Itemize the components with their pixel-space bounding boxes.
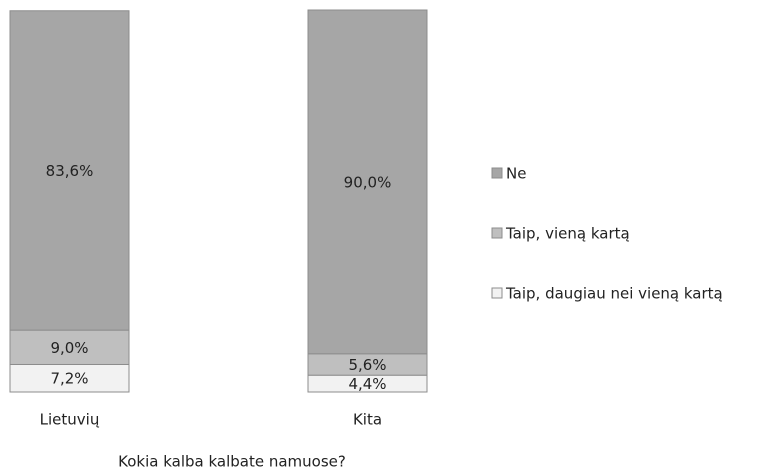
legend-label: Taip, vieną kartą bbox=[505, 225, 630, 243]
bar-segment bbox=[9, 329, 130, 365]
data-label: 90,0% bbox=[344, 173, 392, 191]
data-label: 9,0% bbox=[50, 339, 88, 357]
legend-swatch bbox=[491, 167, 503, 179]
x-tick-label: Kita bbox=[353, 411, 382, 429]
x-tick-label: Lietuvių bbox=[40, 411, 100, 429]
x-axis-title: Kokia kalba kalbate namuose? bbox=[118, 453, 346, 468]
data-label: 4,4% bbox=[348, 375, 386, 393]
legend-swatch bbox=[491, 287, 503, 299]
data-label: 7,2% bbox=[50, 370, 88, 388]
bar-segment bbox=[9, 363, 130, 393]
bar-segment bbox=[307, 9, 428, 355]
data-label: 83,6% bbox=[46, 162, 94, 180]
legend-label: Ne bbox=[506, 165, 526, 183]
legend-swatch bbox=[491, 227, 503, 239]
bar-segment bbox=[9, 10, 130, 331]
data-label: 5,6% bbox=[348, 356, 386, 374]
legend-label: Taip, daugiau nei vieną kartą bbox=[505, 285, 723, 303]
